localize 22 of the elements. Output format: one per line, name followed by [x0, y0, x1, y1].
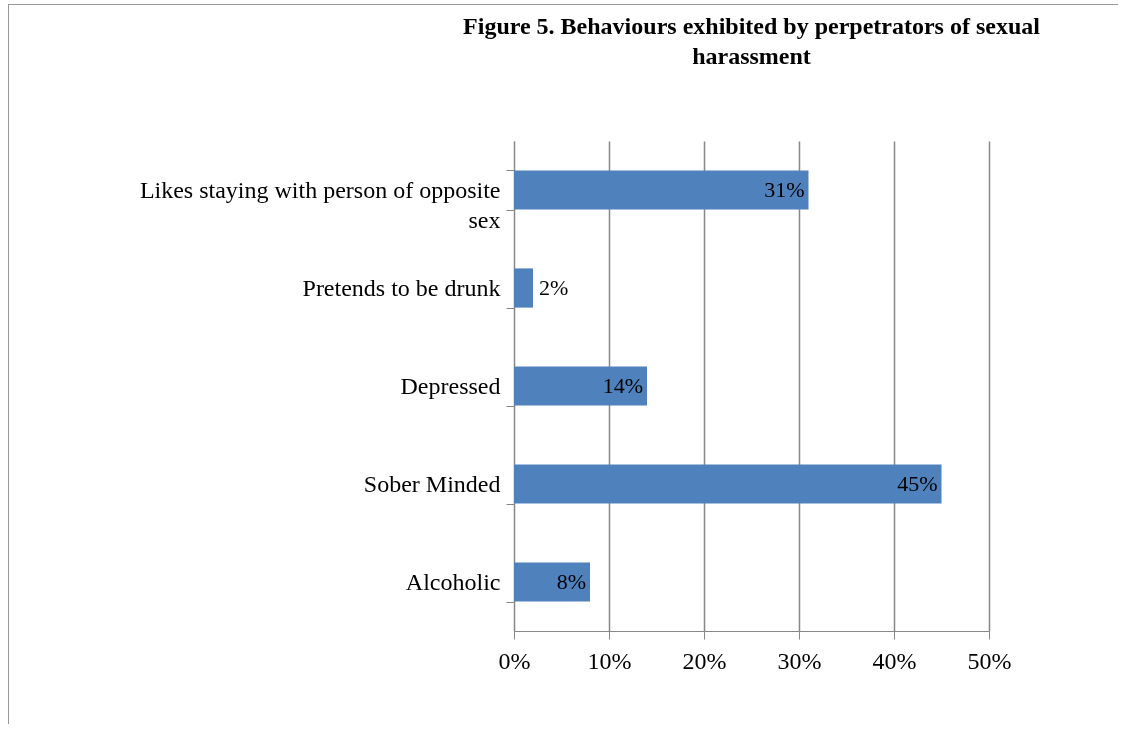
- y-tick-label: Pretends to be drunk: [302, 274, 501, 301]
- x-tick-label: 30%: [777, 647, 822, 674]
- bar: [514, 170, 809, 210]
- y-tick-label: Depressed: [400, 372, 501, 399]
- x-tick-label: 0%: [498, 647, 531, 674]
- x-tick-label: 40%: [872, 647, 917, 674]
- y-tick-label: Alcoholic: [405, 568, 501, 595]
- data-label: 31%: [764, 177, 805, 202]
- data-label: 2%: [539, 275, 569, 300]
- bar: [514, 562, 590, 602]
- y-tick-label: Sober Minded: [363, 470, 501, 497]
- chart-title: Figure 5. Behaviours exhibited by perpetrators of sexual harassment: [463, 13, 1041, 69]
- data-label: 14%: [602, 373, 643, 398]
- y-tick-label: Likes staying with person of opposite sex: [139, 176, 501, 233]
- x-tick-label: 10%: [587, 647, 632, 674]
- x-tick-label: 20%: [682, 647, 727, 674]
- bar: [514, 268, 533, 308]
- x-tick-label: 50%: [967, 647, 1012, 674]
- data-label: 8%: [556, 569, 586, 594]
- bar: [514, 464, 942, 504]
- data-label: 45%: [897, 471, 938, 496]
- bar: [514, 366, 647, 406]
